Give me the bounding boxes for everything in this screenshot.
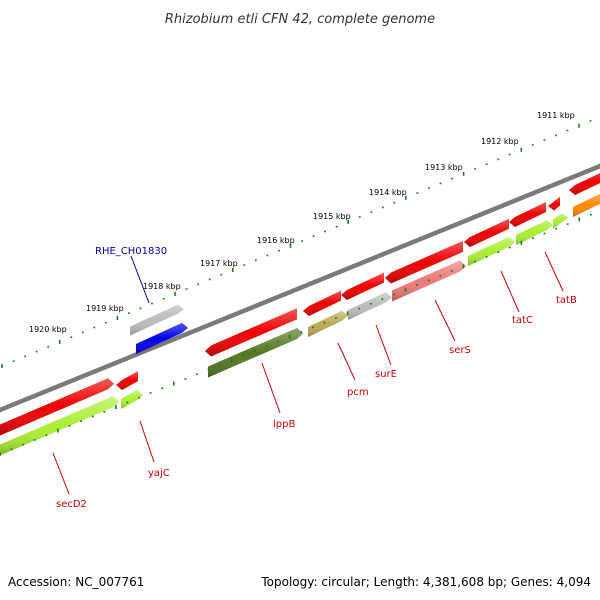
feature-shading [341, 272, 384, 300]
gene-label-yajC[interactable]: yajC [148, 468, 170, 479]
feature-red-1[interactable] [205, 308, 297, 357]
feature-shading [136, 322, 188, 354]
feature-secD2[interactable] [0, 378, 114, 436]
scale-label: 1911 kbp [537, 111, 575, 120]
feature-shading [205, 308, 297, 357]
gene-label-rhe-ch01830[interactable]: RHE_CH01830 [95, 246, 167, 257]
accession-text: Accession: NC_007761 [8, 575, 144, 589]
leader-line [337, 342, 356, 381]
leader-line [52, 452, 70, 495]
scale-labels: 1920 kbp 1919 kbp 1918 kbp 1917 kbp 1916… [29, 111, 575, 334]
feature-shading [468, 237, 515, 266]
scale-label: 1912 kbp [481, 137, 519, 146]
feature-tatB[interactable] [516, 220, 553, 245]
feature-tatC[interactable] [468, 237, 515, 266]
feature-rhe-ch01830[interactable] [136, 322, 188, 354]
feature-shading [516, 220, 553, 245]
scale-dotted-arc [1, 120, 592, 368]
gene-labels: secD2 yajC lppB pcm surE serS tatC tatB … [56, 246, 577, 510]
feature-shading [553, 213, 568, 229]
feature-shading [464, 218, 509, 247]
feature-shading [308, 310, 348, 337]
genome-summary-text: Topology: circular; Length: 4,381,608 bp… [260, 575, 591, 589]
scale-label: 1919 kbp [86, 304, 124, 313]
label-leaders [52, 251, 564, 495]
feature-rhe-ch01830-shadow[interactable] [130, 304, 184, 336]
feature-shading [116, 371, 138, 390]
scale-label: 1914 kbp [369, 188, 407, 197]
feature-shading [0, 378, 114, 436]
feature-pcm[interactable] [308, 310, 348, 337]
leader-line [130, 255, 150, 304]
outer-dotted-arc [0, 213, 592, 456]
feature-shading [348, 292, 392, 320]
genome-backbone [0, 163, 600, 413]
gene-label-lppB[interactable]: lppB [273, 419, 295, 430]
gene-label-secD2[interactable]: secD2 [56, 499, 87, 510]
feature-shading [130, 304, 184, 336]
feature-red-small[interactable] [116, 371, 138, 390]
leader-line [139, 420, 155, 463]
feature-shading [121, 390, 143, 409]
feature-shading [509, 202, 546, 227]
scale-label: 1913 kbp [425, 163, 463, 172]
scale-label: 1916 kbp [257, 236, 295, 245]
feature-lppB[interactable] [208, 328, 303, 378]
feature-shading [548, 196, 560, 211]
gene-label-serS[interactable]: serS [449, 345, 471, 356]
leader-line [500, 270, 520, 313]
feature-red-4[interactable] [385, 240, 463, 284]
feature-secD2-lime[interactable] [0, 396, 119, 456]
feature-red-5[interactable] [464, 218, 509, 247]
leader-line [544, 251, 564, 292]
leader-line [434, 299, 456, 342]
leader-line [375, 324, 392, 366]
map-title: Rhizobium etli CFN 42, complete genome [165, 12, 435, 27]
leader-line [261, 362, 281, 414]
gene-features [0, 169, 600, 456]
feature-red-7[interactable] [548, 196, 560, 211]
scale-label: 1915 kbp [313, 212, 351, 221]
feature-shading [0, 396, 119, 456]
feature-yajC[interactable] [121, 390, 143, 409]
scale-label: 1917 kbp [200, 259, 238, 268]
gene-label-tatB[interactable]: tatB [556, 295, 577, 306]
feature-shading [569, 173, 600, 195]
feature-red-6[interactable] [509, 202, 546, 227]
feature-lime-small[interactable] [553, 213, 568, 229]
scale-label: 1920 kbp [29, 325, 67, 334]
feature-surE[interactable] [348, 292, 392, 320]
feature-shading [573, 193, 600, 217]
feature-red-8[interactable] [569, 169, 600, 195]
gene-label-surE[interactable]: surE [375, 369, 397, 380]
feature-shading [208, 328, 303, 378]
feature-shading [385, 240, 463, 284]
feature-shading [303, 290, 341, 316]
gene-label-tatC[interactable]: tatC [512, 315, 533, 326]
feature-orange[interactable] [573, 192, 600, 217]
scale-label: 1918 kbp [143, 282, 181, 291]
gene-label-pcm[interactable]: pcm [347, 387, 369, 398]
feature-red-3[interactable] [341, 272, 384, 300]
feature-red-2[interactable] [303, 290, 341, 316]
